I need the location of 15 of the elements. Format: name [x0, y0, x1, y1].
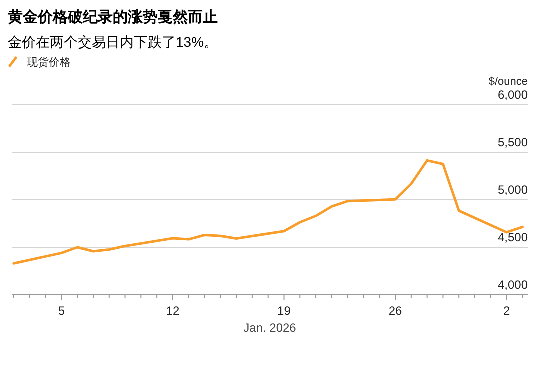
x-tick-label: 12 — [166, 304, 180, 318]
y-tick-label: 4,500 — [498, 230, 528, 244]
x-tick-label: 26 — [388, 304, 403, 318]
x-tick-label: 19 — [278, 304, 292, 318]
chart-subtitle: 金价在两个交易日内下跌了13%。 — [8, 34, 218, 50]
x-tick-label: 5 — [58, 304, 66, 318]
y-tick-label: 6,000 — [498, 88, 528, 102]
y-tick-label: 5,000 — [498, 183, 528, 197]
x-tick-label: 2 — [503, 304, 510, 318]
y-tick-label: 4,000 — [498, 278, 528, 292]
legend-label: 现货价格 — [27, 57, 71, 69]
y-tick-label: 5,500 — [498, 136, 528, 150]
y-axis-title: $/ounce — [488, 76, 528, 88]
chart-title: 黄金价格破纪录的涨势戛然而止 — [7, 9, 218, 26]
x-axis-title: Jan. 2026 — [244, 321, 297, 335]
